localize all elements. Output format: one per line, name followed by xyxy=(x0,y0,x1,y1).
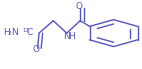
Text: H: H xyxy=(3,28,10,37)
Text: H: H xyxy=(68,32,75,41)
Text: 13: 13 xyxy=(22,28,29,32)
Text: O: O xyxy=(75,2,82,11)
Text: N: N xyxy=(11,28,17,37)
Text: N: N xyxy=(63,32,70,41)
Text: O: O xyxy=(33,45,40,54)
Text: C: C xyxy=(26,28,33,37)
Text: 2: 2 xyxy=(8,31,12,36)
